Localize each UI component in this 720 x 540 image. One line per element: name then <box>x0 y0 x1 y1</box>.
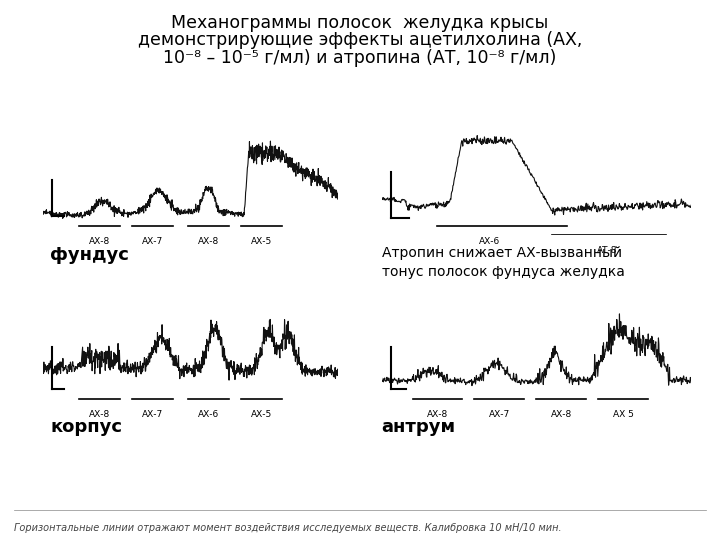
Text: АТ-8: АТ-8 <box>598 246 618 255</box>
Text: АХ-6: АХ-6 <box>198 410 219 419</box>
Text: АХ-8: АХ-8 <box>551 410 572 419</box>
Text: тонус полосок фундуса желудка: тонус полосок фундуса желудка <box>382 265 624 279</box>
Text: Горизонтальные линии отражают момент воздействия исследуемых веществ. Калибровка: Горизонтальные линии отражают момент воз… <box>14 523 562 533</box>
Text: АХ-7: АХ-7 <box>489 410 510 419</box>
Text: АХ-8: АХ-8 <box>89 237 110 246</box>
Text: фундус: фундус <box>50 246 130 264</box>
Text: АХ-7: АХ-7 <box>142 410 163 419</box>
Text: антрум: антрум <box>382 418 456 436</box>
Text: АХ-5: АХ-5 <box>251 410 272 419</box>
Text: АХ-8: АХ-8 <box>427 410 448 419</box>
Text: Атропин снижает АХ-вызванный: Атропин снижает АХ-вызванный <box>382 246 622 260</box>
Text: Механограммы полосок  желудка крысы: Механограммы полосок желудка крысы <box>171 14 549 31</box>
Text: АХ-8: АХ-8 <box>198 237 219 246</box>
Text: корпус: корпус <box>50 418 122 436</box>
Text: АХ 5: АХ 5 <box>613 410 634 419</box>
Text: демонстрирующие эффекты ацетилхолина (АХ,: демонстрирующие эффекты ацетилхолина (АХ… <box>138 31 582 49</box>
Text: АХ-7: АХ-7 <box>142 237 163 246</box>
Text: АХ-8: АХ-8 <box>89 410 110 419</box>
Text: АХ-6: АХ-6 <box>480 237 500 246</box>
Text: 10⁻⁸ – 10⁻⁵ г/мл) и атропина (АТ, 10⁻⁸ г/мл): 10⁻⁸ – 10⁻⁵ г/мл) и атропина (АТ, 10⁻⁸ г… <box>163 49 557 66</box>
Text: АХ-5: АХ-5 <box>251 237 272 246</box>
